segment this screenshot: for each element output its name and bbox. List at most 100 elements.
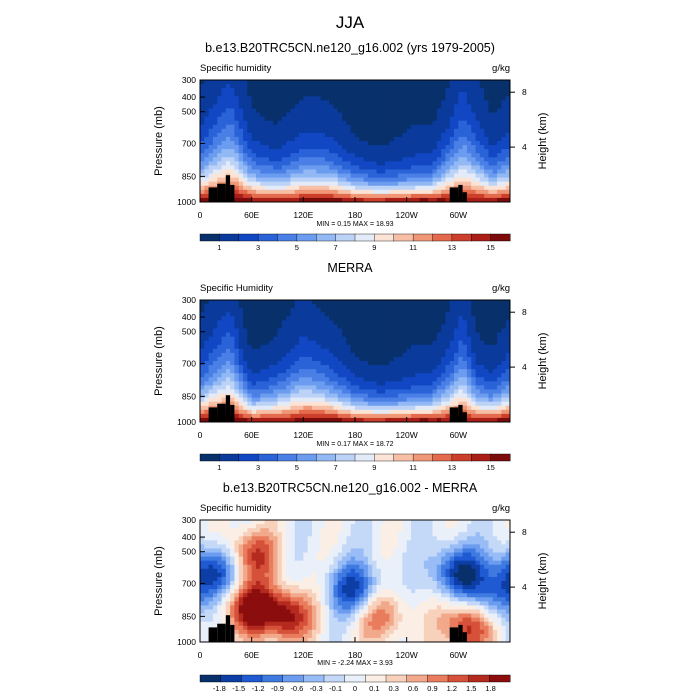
field-cell <box>436 145 442 150</box>
field-cell <box>294 84 300 89</box>
field-cell <box>436 336 442 342</box>
field-cell <box>247 332 253 337</box>
field-cell <box>346 108 352 113</box>
field-cell <box>492 365 498 370</box>
field-cell <box>234 145 240 150</box>
field-cell <box>204 552 210 557</box>
field-cell <box>281 320 287 325</box>
field-cell <box>294 365 300 370</box>
field-cell <box>247 568 253 574</box>
field-cell <box>264 80 270 85</box>
field-cell <box>423 332 429 337</box>
field-cell <box>346 316 352 321</box>
field-cell <box>462 405 468 411</box>
field-cell <box>221 108 227 113</box>
field-cell <box>372 136 377 142</box>
field-cell <box>363 320 369 325</box>
field-cell <box>398 153 403 158</box>
field-cell <box>230 344 235 350</box>
field-cell <box>415 365 420 370</box>
field-cell <box>415 88 420 93</box>
field-cell <box>428 157 433 162</box>
field-cell <box>415 157 420 162</box>
field-cell <box>505 324 511 329</box>
field-cell <box>286 417 291 423</box>
field-cell <box>268 145 274 150</box>
field-cell <box>454 324 459 329</box>
field-cell <box>264 637 270 643</box>
field-cell <box>260 365 265 370</box>
field-cell <box>471 413 476 419</box>
field-cell <box>415 80 420 85</box>
field-cell <box>398 169 403 174</box>
field-cell <box>466 153 472 158</box>
field-cell <box>299 169 304 174</box>
field-cell <box>286 124 291 130</box>
field-cell <box>484 381 489 386</box>
field-cell <box>355 120 360 126</box>
field-cell <box>277 88 283 93</box>
field-cell <box>367 389 373 394</box>
field-cell <box>333 377 339 382</box>
field-cell <box>462 92 468 97</box>
field-cell <box>492 157 498 162</box>
y-tick-label: 700 <box>182 358 196 368</box>
field-cell <box>406 132 412 138</box>
field-cell <box>311 308 317 313</box>
field-cell <box>367 104 373 109</box>
field-cell <box>488 177 494 183</box>
field-cell <box>501 100 507 105</box>
field-cell <box>471 365 476 370</box>
field-cell <box>255 153 261 158</box>
field-cell <box>428 328 433 333</box>
field-cell <box>329 80 334 85</box>
field-cell <box>230 336 235 342</box>
field-cell <box>230 332 235 337</box>
field-cell <box>372 185 377 191</box>
field-cell <box>316 336 321 342</box>
field-cell <box>303 316 309 321</box>
field-cell <box>264 128 270 134</box>
field-cell <box>484 84 489 89</box>
y-tick-label: 500 <box>182 107 196 117</box>
field-cell <box>243 601 248 606</box>
field-cell <box>230 373 235 378</box>
field-cell <box>385 324 390 329</box>
field-cell <box>479 304 485 309</box>
field-cell <box>432 169 438 174</box>
field-cell <box>268 149 274 154</box>
field-cell <box>208 165 214 170</box>
field-cell <box>303 141 309 146</box>
field-cell <box>454 177 459 183</box>
field-cell <box>458 104 464 109</box>
field-cell <box>225 312 231 317</box>
field-cell <box>230 389 235 394</box>
field-cell <box>342 112 347 117</box>
field-cell <box>436 136 442 142</box>
field-cell <box>277 193 283 199</box>
field-cell <box>355 300 360 305</box>
field-cell <box>406 108 412 113</box>
field-cell <box>346 413 352 419</box>
field-cell <box>264 116 270 122</box>
field-cell <box>294 165 300 170</box>
field-cell <box>410 401 416 407</box>
field-cell <box>342 389 347 394</box>
field-cell <box>393 80 399 85</box>
field-cell <box>234 173 240 178</box>
field-cell <box>402 352 408 358</box>
field-cell <box>466 141 472 146</box>
field-cell <box>333 157 339 162</box>
field-cell <box>247 597 253 602</box>
field-cell <box>268 100 274 105</box>
field-cell <box>333 136 339 142</box>
field-cell <box>449 149 455 154</box>
field-cell <box>255 185 261 191</box>
field-cell <box>432 157 438 162</box>
field-cell <box>260 92 265 97</box>
field-cell <box>428 409 433 415</box>
field-cell <box>402 193 408 199</box>
field-cell <box>505 377 511 382</box>
field-cell <box>471 373 476 378</box>
field-cell <box>492 324 498 329</box>
